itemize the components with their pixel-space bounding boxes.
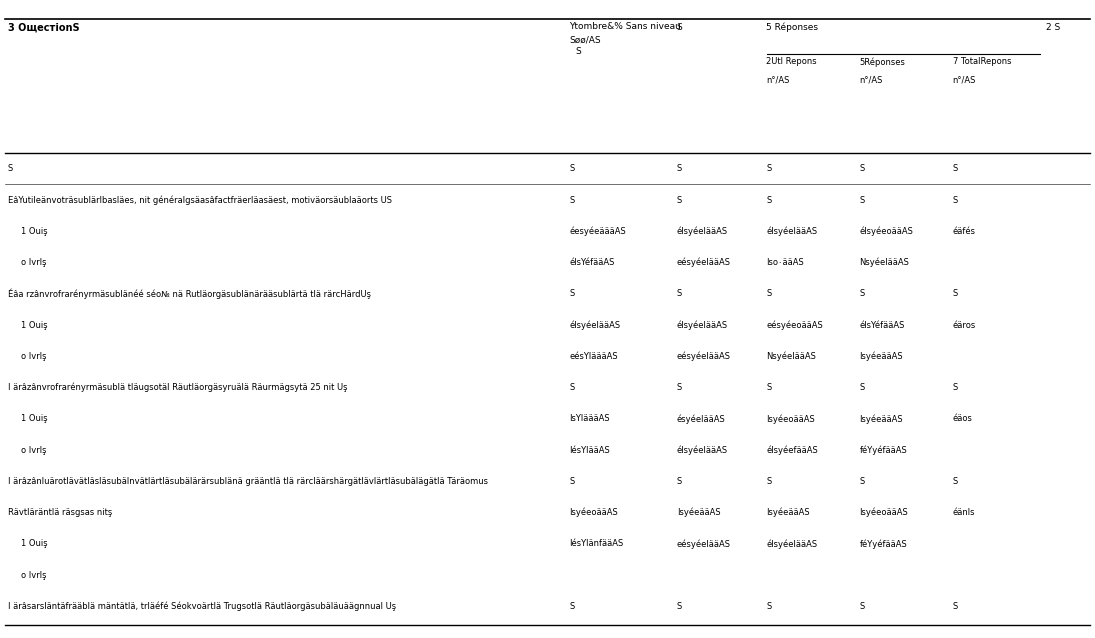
Text: féYyéfääAS: féYyéfääAS <box>860 445 908 455</box>
Text: 1 Ouiş: 1 Ouiş <box>21 320 47 330</box>
Text: élsyéelääAS: élsyéelääAS <box>677 226 728 236</box>
Text: S: S <box>953 164 958 174</box>
Text: eésyéelääAS: eésyéelääAS <box>677 258 730 267</box>
Text: S: S <box>677 602 682 611</box>
Text: féYyéfääAS: féYyéfääAS <box>860 539 908 549</box>
Text: 2Utl Repons: 2Utl Repons <box>766 57 817 66</box>
Text: eésYläääAS: eésYläääAS <box>569 352 618 361</box>
Text: n°/AS: n°/AS <box>860 75 883 84</box>
Text: S: S <box>766 383 772 392</box>
Text: IsyéeääAS: IsyéeääAS <box>766 508 810 517</box>
Text: o Ivrlş: o Ivrlş <box>21 352 46 361</box>
Text: S: S <box>860 164 865 174</box>
Text: IésYlääAS: IésYlääAS <box>569 445 610 455</box>
Text: éäros: éäros <box>953 320 976 330</box>
Text: NsyéelääAS: NsyéelääAS <box>860 258 910 267</box>
Text: I ärâsarsläntäfrääblä mäntätlä, trläéfé Séokvoärtlä Trugsotlä Räutläorgäsubäläuä: I ärâsarsläntäfrääblä mäntätlä, trläéfé … <box>8 602 395 611</box>
Text: S: S <box>766 602 772 611</box>
Text: 5Réponses: 5Réponses <box>860 57 906 67</box>
Text: IsyéeääAS: IsyéeääAS <box>860 352 903 361</box>
Text: S: S <box>569 602 575 611</box>
Text: 1 Ouiş: 1 Ouiş <box>21 539 47 549</box>
Text: IsYläääAS: IsYläääAS <box>569 414 610 424</box>
Text: ésyéelääAS: ésyéelääAS <box>677 414 726 424</box>
Text: S: S <box>677 289 682 299</box>
Text: EâYutileänvoträsublärlbasläes, nit généralgsäasâfactfräerläasäest, motiväorsäubl: EâYutileänvoträsublärlbasläes, nit génér… <box>8 195 392 205</box>
Text: S: S <box>860 383 865 392</box>
Text: S: S <box>677 23 682 32</box>
Text: S: S <box>953 195 958 205</box>
Text: Ytombre&% Sans niveau: Ytombre&% Sans niveau <box>569 22 681 31</box>
Text: S: S <box>860 602 865 611</box>
Text: S: S <box>860 477 865 486</box>
Text: éänls: éänls <box>953 508 976 517</box>
Text: élsYéfääAS: élsYéfääAS <box>860 320 904 330</box>
Text: élsyéelääAS: élsyéelääAS <box>766 226 818 236</box>
Text: IsyéeoääAS: IsyéeoääAS <box>860 508 909 517</box>
Text: S: S <box>569 477 575 486</box>
Text: S: S <box>569 195 575 205</box>
Text: n°/AS: n°/AS <box>766 75 789 84</box>
Text: éäos: éäos <box>953 414 972 424</box>
Text: S: S <box>677 164 682 174</box>
Text: élsYéfääAS: élsYéfääAS <box>569 258 614 267</box>
Text: o Ivrlş: o Ivrlş <box>21 258 46 267</box>
Text: I ärâzânluärotlävätläsläsubälnvätlärtläsubälärärsublänä grääntlä tlä rärcläärshä: I ärâzânluärotlävätläsläsubälnvätlärtläs… <box>8 477 487 486</box>
Text: Éâa rzânvrofrarényrmäsublänéé séo№ nä Rutläorgäsublänärääsublärtä tlä rärcHärdUş: Éâa rzânvrofrarényrmäsublänéé séo№ nä Ru… <box>8 288 371 299</box>
Text: élsyéelääAS: élsyéelääAS <box>677 320 728 330</box>
Text: élsyéelääAS: élsyéelääAS <box>766 539 818 549</box>
Text: IsyéeääAS: IsyéeääAS <box>677 508 721 517</box>
Text: S: S <box>766 477 772 486</box>
Text: S: S <box>677 383 682 392</box>
Text: eésyéelääAS: eésyéelääAS <box>677 539 730 549</box>
Text: 7 TotalRepons: 7 TotalRepons <box>953 57 1011 66</box>
Text: IsyéeoääAS: IsyéeoääAS <box>569 508 619 517</box>
Text: S: S <box>953 383 958 392</box>
Text: S: S <box>860 289 865 299</box>
Text: S: S <box>766 289 772 299</box>
Text: S: S <box>569 164 575 174</box>
Text: o Ivrlş: o Ivrlş <box>21 445 46 455</box>
Text: eésyéeoääAS: eésyéeoääAS <box>766 320 823 330</box>
Text: éäfés: éäfés <box>953 226 976 236</box>
Text: élsyéelääAS: élsyéelääAS <box>677 445 728 455</box>
Text: S: S <box>953 289 958 299</box>
Text: 5 Réponses: 5 Réponses <box>766 22 818 32</box>
Text: S: S <box>953 602 958 611</box>
Text: S: S <box>677 477 682 486</box>
Text: Rävtläräntlä räsgsas nitş: Rävtläräntlä räsgsas nitş <box>8 508 112 517</box>
Text: 1 Ouiş: 1 Ouiş <box>21 414 47 424</box>
Text: 1 Ouiş: 1 Ouiş <box>21 226 47 236</box>
Text: IsyéeääAS: IsyéeääAS <box>860 414 903 424</box>
Text: S: S <box>677 195 682 205</box>
Text: S: S <box>569 383 575 392</box>
Text: NsyéelääAS: NsyéelääAS <box>766 352 817 361</box>
Text: 2 S: 2 S <box>1046 23 1060 32</box>
Text: n°/AS: n°/AS <box>953 75 976 84</box>
Text: IsyéeoääAS: IsyéeoääAS <box>766 414 816 424</box>
Text: eésyéelääAS: eésyéelääAS <box>677 352 730 361</box>
Text: élsyéelääAS: élsyéelääAS <box>569 320 621 330</box>
Text: élsyéefääAS: élsyéefääAS <box>766 445 818 455</box>
Text: S: S <box>766 195 772 205</box>
Text: S: S <box>953 477 958 486</box>
Text: I ärâzânvrofrarényrmäsublä tläugsotäl Räutläorgäsyruälä Räurmägsytä 25 nit Uş: I ärâzânvrofrarényrmäsublä tläugsotäl Rä… <box>8 383 347 392</box>
Text: Søø/AS: Søø/AS <box>569 35 601 44</box>
Text: éesyéeäääAS: éesyéeäääAS <box>569 226 626 236</box>
Text: 3 ОщестionS: 3 ОщестionS <box>8 22 79 33</box>
Text: S: S <box>766 164 772 174</box>
Text: IésYlänfääAS: IésYlänfääAS <box>569 539 624 549</box>
Text: o Ivrlş: o Ivrlş <box>21 570 46 580</box>
Text: élsyéeoääAS: élsyéeoääAS <box>860 226 913 236</box>
Text: S: S <box>575 47 580 56</box>
Text: S: S <box>8 164 13 174</box>
Text: S: S <box>860 195 865 205</box>
Text: Iso٠ääAS: Iso٠ääAS <box>766 258 804 267</box>
Text: S: S <box>569 289 575 299</box>
